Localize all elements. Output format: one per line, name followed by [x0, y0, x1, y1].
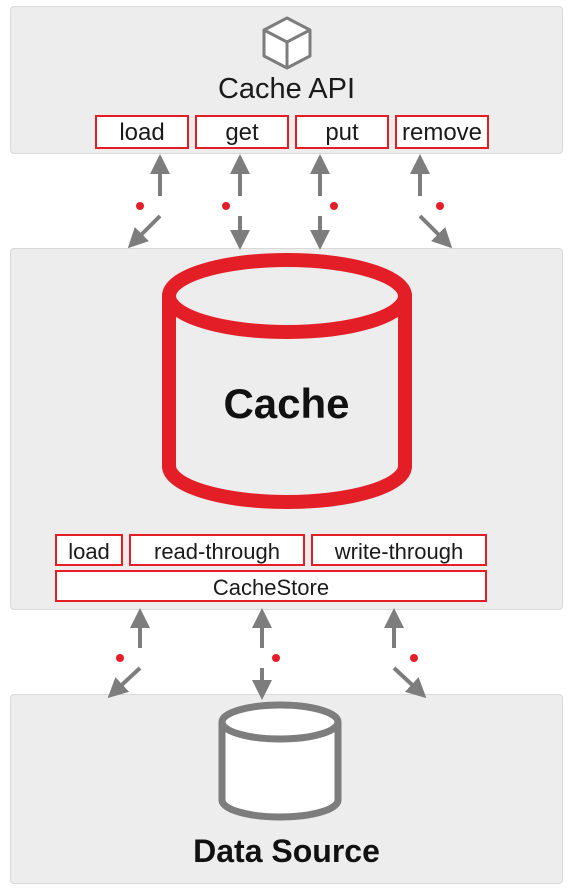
datasource-label: Data Source	[0, 833, 573, 870]
cachestore-op-read-through: read-through	[129, 534, 305, 566]
arrows-top	[132, 160, 448, 244]
api-op-get: get	[195, 115, 289, 149]
api-op-load: load	[95, 115, 189, 149]
api-op-remove: remove	[395, 115, 489, 149]
arrows-bottom	[112, 614, 422, 694]
api-op-put: put	[295, 115, 389, 149]
cachestore-op-load: load	[55, 534, 123, 566]
cache-label: Cache	[0, 380, 573, 428]
api-title: Cache API	[0, 73, 573, 106]
cachestore-op-write-through: write-through	[311, 534, 487, 566]
cachestore-bar: CacheStore	[55, 570, 487, 602]
